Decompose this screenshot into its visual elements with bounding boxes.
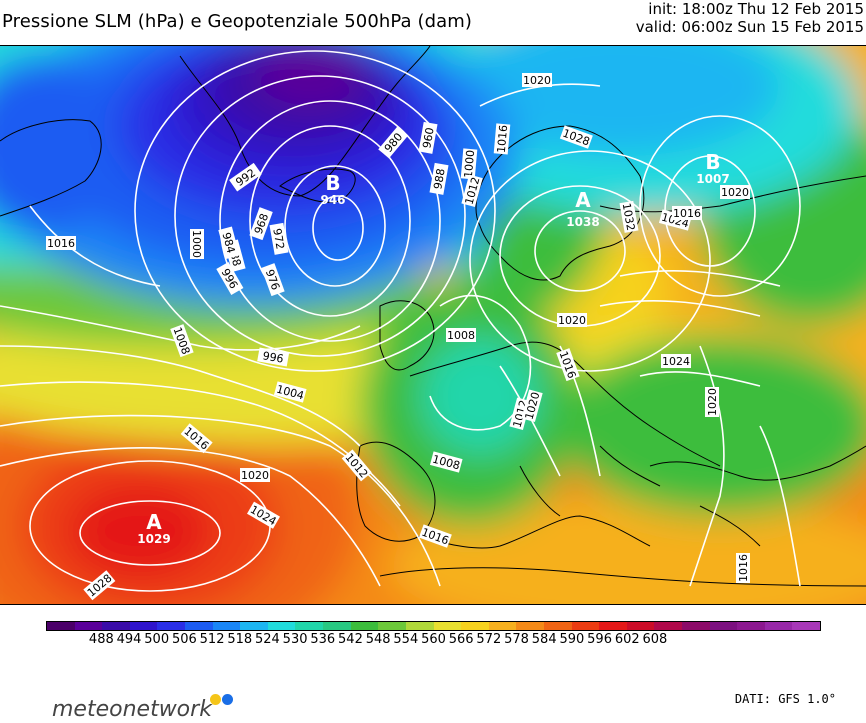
color-scale-tick-label: 536 — [310, 632, 336, 647]
pressure-center-letter: B — [325, 171, 340, 195]
color-scale-tick-label: 572 — [476, 632, 502, 647]
isobar-label: 988 — [431, 167, 447, 190]
color-scale-tick-label: 554 — [393, 632, 419, 647]
isobar-label: 1020 — [721, 186, 749, 199]
pressure-center-value: 1038 — [566, 215, 599, 229]
pressure-center-low-iceland: B 946 — [320, 171, 345, 207]
color-scale-tick-label: 596 — [587, 632, 612, 647]
isobar-label: 1016 — [47, 237, 75, 250]
isobar-label: 1000 — [462, 149, 477, 178]
pressure-center-high-scandinavia: A 1038 — [566, 188, 599, 229]
color-scale-swatch — [295, 622, 324, 630]
color-scale-swatch — [185, 622, 213, 630]
color-scale-tick-label: 518 — [227, 632, 253, 647]
isobar-label: 1016 — [673, 207, 701, 220]
color-scale-swatch — [212, 622, 241, 630]
map-svg: 1028 1024 1020 1016 1012 1008 1004 996 9… — [0, 46, 866, 604]
color-scale-tick-label: 608 — [642, 632, 668, 647]
isobar-label: 1020 — [241, 469, 269, 482]
color-scale-tick-label: 578 — [504, 632, 529, 647]
isobar-label: 1016 — [495, 124, 510, 153]
color-scale-swatch — [350, 622, 379, 630]
isobar-label: 996 — [262, 349, 285, 365]
isobar-label: 1020 — [523, 74, 551, 87]
logo-dot-blue — [222, 694, 233, 705]
color-scale-bar — [46, 621, 821, 631]
logo-dots-icon — [210, 694, 236, 706]
color-scale-swatch — [47, 622, 75, 630]
valid-time: valid: 06:00z Sun 15 Feb 2015 — [635, 18, 864, 36]
pressure-center-letter: B — [705, 150, 720, 174]
meteonetwork-logo: meteonetwork — [52, 697, 212, 722]
color-scale-tick-label: 548 — [365, 632, 391, 647]
color-scale-tick-label: 584 — [531, 632, 557, 647]
color-scale-swatch — [378, 622, 406, 630]
color-scale-tick-label: 524 — [255, 632, 280, 647]
isobar-label: 1024 — [662, 355, 690, 368]
pressure-center-value: 1007 — [696, 172, 729, 186]
color-scale-swatch — [240, 622, 268, 630]
color-scale-swatch — [405, 622, 434, 630]
color-scale-tick-label: 494 — [116, 632, 142, 647]
color-scale-swatch — [267, 622, 296, 630]
color-scale-tick-label: 488 — [88, 632, 114, 647]
data-source-credits: DATI: GFS 1.0° — [734, 692, 836, 706]
isobar-label: 972 — [270, 227, 286, 250]
isobar-label: 960 — [420, 126, 436, 149]
init-time: init: 18:00z Thu 12 Feb 2015 — [648, 0, 864, 18]
color-scale-swatch — [599, 622, 627, 630]
color-scale-tick-label: 500 — [144, 632, 170, 647]
color-scale-swatch — [792, 622, 821, 630]
color-scale-tick-label: 512 — [199, 632, 225, 647]
isobar-label: 1020 — [558, 314, 586, 327]
pressure-center-value: 1029 — [137, 532, 170, 546]
weather-map: 1028 1024 1020 1016 1012 1008 1004 996 9… — [0, 45, 866, 605]
color-scale-swatch — [709, 622, 738, 630]
isobar-label: 984 — [219, 231, 237, 255]
logo-dot-yellow — [210, 694, 221, 705]
color-scale-swatch — [764, 622, 793, 630]
color-scale-swatch — [571, 622, 600, 630]
color-scale-swatch — [516, 622, 544, 630]
color-scale-swatch — [157, 622, 186, 630]
color-scale-swatch — [682, 622, 710, 630]
color-scale-tick-label: 530 — [282, 632, 308, 647]
pressure-center-low-arctic: B 1007 — [696, 150, 729, 186]
color-scale-tick-label: 560 — [421, 632, 446, 647]
color-scale-swatch — [654, 622, 683, 630]
pressure-center-letter: A — [146, 510, 162, 534]
color-scale-tick-label: 566 — [448, 632, 474, 647]
color-scale-swatch — [129, 622, 158, 630]
map-title: Pressione SLM (hPa) e Geopotenziale 500h… — [2, 11, 473, 32]
color-scale-swatch — [626, 622, 655, 630]
color-scale-tick-label: 602 — [614, 632, 640, 647]
color-scale-labels: 488 494 500 506 512 518 524 530 536 542 548 554 560 5… — [46, 632, 821, 650]
isobar-label: 1000 — [190, 230, 203, 258]
color-scale-swatch — [433, 622, 462, 630]
color-scale-tick-label: 506 — [171, 632, 197, 647]
isobar-label: 1032 — [620, 202, 638, 232]
color-scale-tick-label: 590 — [559, 632, 585, 647]
coastlines — [0, 46, 866, 587]
pressure-center-value: 946 — [320, 193, 345, 207]
color-scale-swatch — [488, 622, 517, 630]
color-scale-swatch — [74, 622, 103, 630]
isobar-label: 1016 — [737, 554, 750, 582]
color-scale-swatch — [102, 622, 130, 630]
isobar-label: 1020 — [706, 388, 719, 416]
color-scale-swatch — [737, 622, 765, 630]
color-scale-swatch — [323, 622, 351, 630]
isobar-label: 1008 — [447, 329, 475, 342]
color-scale-tick-label: 542 — [338, 632, 363, 647]
isobar-label-group: 1028 1024 1020 1016 1012 1008 1004 996 9… — [46, 73, 750, 601]
color-scale-swatch — [461, 622, 489, 630]
pressure-center-letter: A — [575, 188, 591, 212]
color-scale-swatch — [543, 622, 572, 630]
pressure-center-high-atlantic: A 1029 — [137, 510, 170, 546]
